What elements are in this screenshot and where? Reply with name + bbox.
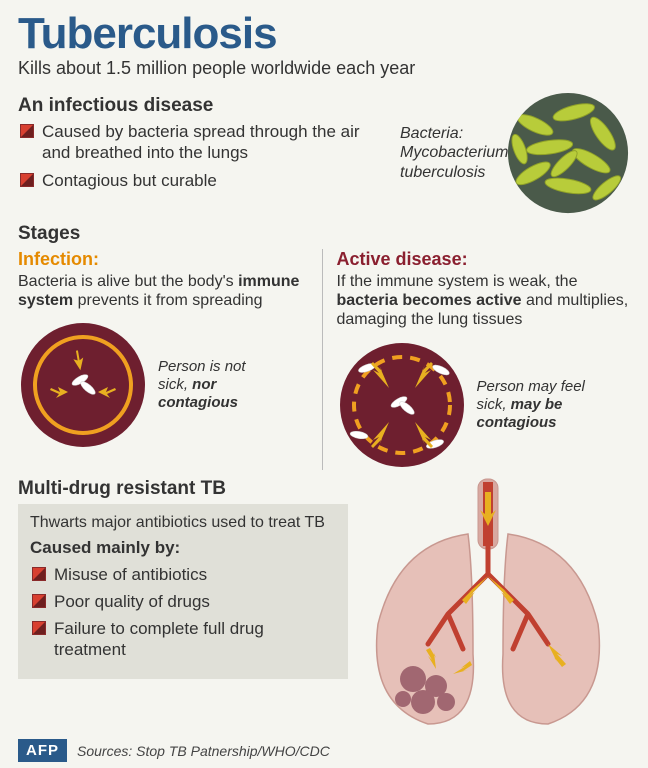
stage-infection-desc: Bacteria is alive but the body's immune … — [18, 272, 312, 310]
stage-infection-caption: Person is not sick, nor contagious — [158, 358, 278, 412]
stages-header: Stages — [18, 223, 630, 245]
mdr-bullets: Misuse of antibiotics Poor quality of dr… — [32, 564, 336, 661]
infectious-header: An infectious disease — [18, 95, 388, 117]
intro-row: An infectious disease Caused by bacteria… — [18, 89, 630, 217]
footer: AFP Sources: Stop TB Patnership/WHO/CDC — [18, 739, 630, 762]
mdr-header: Multi-drug resistant TB — [18, 478, 348, 500]
bacteria-label: Bacteria: Mycobacterium tuberculosis — [400, 124, 500, 182]
stage-active-desc: If the immune system is weak, the bacter… — [337, 272, 631, 330]
stages-row: Infection: Bacteria is alive but the bod… — [18, 249, 630, 470]
bacteria-icon — [506, 89, 630, 217]
afp-logo: AFP — [18, 739, 67, 762]
mdr-section: Multi-drug resistant TB Thwarts major an… — [18, 478, 348, 679]
mdr-bullet: Poor quality of drugs — [32, 591, 336, 612]
lungs-diagram — [338, 474, 638, 734]
mdr-bullet: Misuse of antibiotics — [32, 564, 336, 585]
infectious-bullet: Contagious but curable — [20, 170, 388, 191]
infection-circle-icon — [18, 320, 148, 450]
sources-text: Sources: Stop TB Patnership/WHO/CDC — [77, 743, 330, 759]
stage-active-caption: Person may feel sick, may be contagious — [477, 378, 597, 432]
mdr-bullet: Failure to complete full drug treatment — [32, 618, 336, 661]
stage-infection-title: Infection: — [18, 249, 312, 270]
mdr-lead: Thwarts major antibiotics used to treat … — [30, 514, 336, 532]
page-subtitle: Kills about 1.5 million people worldwide… — [18, 58, 630, 79]
stage-active-title: Active disease: — [337, 249, 631, 270]
mdr-caused: Caused mainly by: — [30, 538, 336, 558]
infectious-bullet: Caused by bacteria spread through the ai… — [20, 121, 388, 164]
infectious-bullets: Caused by bacteria spread through the ai… — [20, 121, 388, 191]
active-circle-icon — [337, 340, 467, 470]
page-title: Tuberculosis — [18, 12, 630, 56]
